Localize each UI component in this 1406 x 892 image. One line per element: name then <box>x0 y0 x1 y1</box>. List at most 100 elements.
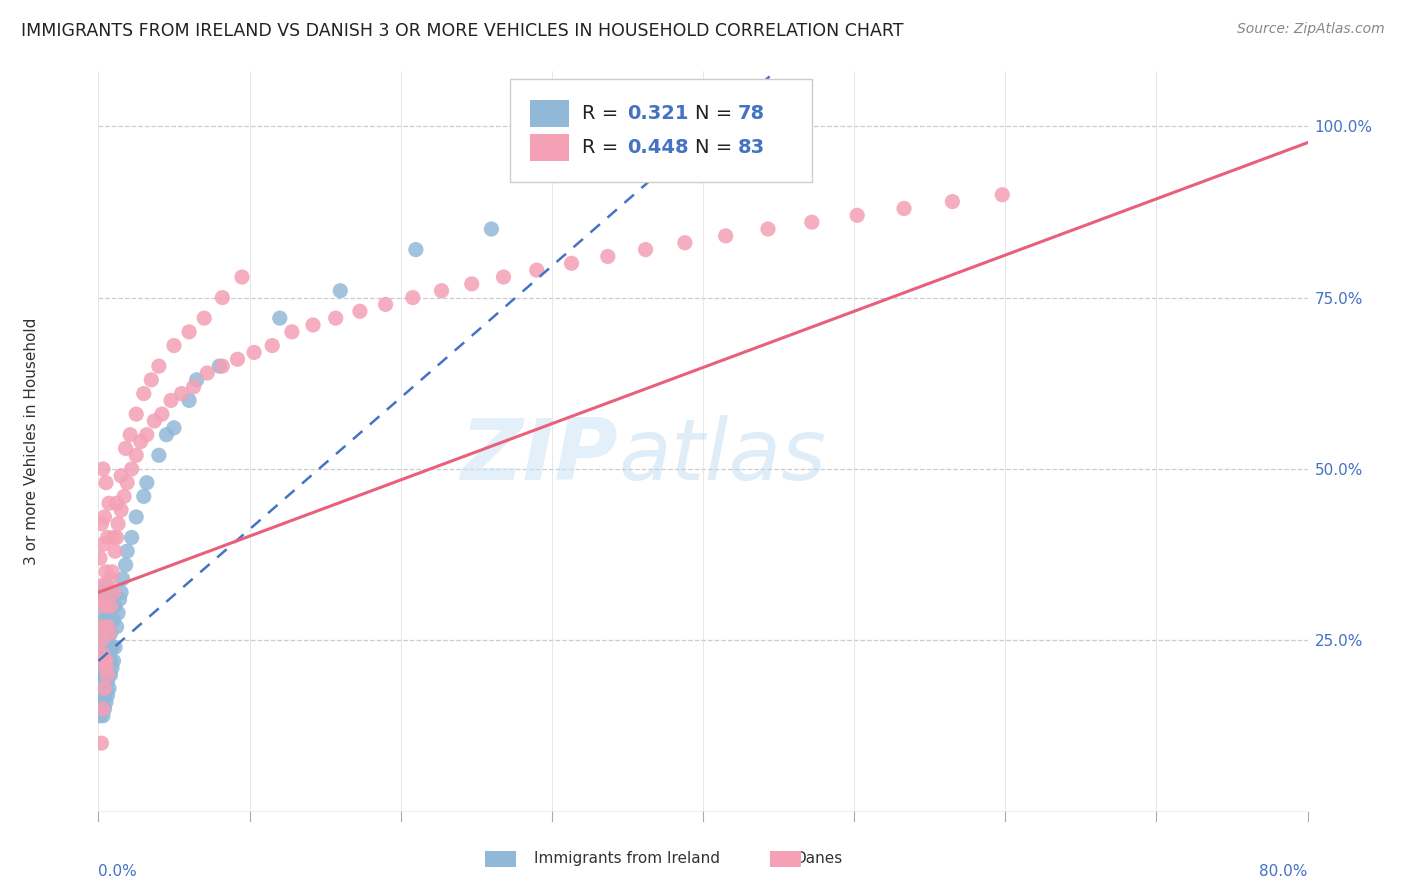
Text: Immigrants from Ireland: Immigrants from Ireland <box>534 851 720 865</box>
Point <box>108 592 131 607</box>
Point <box>148 359 170 373</box>
Point <box>121 462 143 476</box>
Point <box>96 688 118 702</box>
Point <box>115 475 138 490</box>
Point <box>94 633 117 648</box>
Point <box>105 496 128 510</box>
Text: 0.448: 0.448 <box>627 138 689 157</box>
Point <box>195 366 218 380</box>
Point <box>96 619 118 633</box>
Point <box>93 613 115 627</box>
Point <box>91 592 114 607</box>
Point <box>193 311 215 326</box>
Text: 0.321: 0.321 <box>627 104 689 123</box>
Point <box>941 194 963 209</box>
Point <box>94 695 117 709</box>
Point <box>91 654 114 668</box>
Point <box>100 599 122 613</box>
Point <box>991 187 1014 202</box>
Point <box>94 654 117 668</box>
Point <box>93 661 115 675</box>
Point <box>91 647 114 661</box>
Point <box>349 304 371 318</box>
Point <box>91 585 114 599</box>
Point <box>98 681 121 696</box>
Point <box>104 640 127 655</box>
Point <box>103 531 125 545</box>
Point <box>107 516 129 531</box>
Point <box>143 414 166 428</box>
Text: R =: R = <box>582 138 624 157</box>
Point <box>101 640 124 655</box>
Point <box>110 503 132 517</box>
Point <box>112 489 135 503</box>
Text: Danes: Danes <box>794 851 842 865</box>
Point <box>104 599 127 613</box>
Point <box>90 702 112 716</box>
Point <box>96 667 118 681</box>
Text: 3 or more Vehicles in Household: 3 or more Vehicles in Household <box>24 318 39 566</box>
Point <box>634 243 657 257</box>
Point <box>114 558 136 572</box>
Point <box>148 448 170 462</box>
Point <box>91 537 114 551</box>
Point <box>91 708 114 723</box>
Point <box>90 736 112 750</box>
Point <box>186 373 208 387</box>
Point <box>120 427 142 442</box>
Point <box>96 585 118 599</box>
Point <box>492 270 515 285</box>
Text: Source: ZipAtlas.com: Source: ZipAtlas.com <box>1237 22 1385 37</box>
Point <box>89 654 111 668</box>
Point <box>560 256 582 270</box>
Point <box>163 338 186 352</box>
Point <box>96 633 118 648</box>
Point <box>96 613 118 627</box>
Point <box>105 531 128 545</box>
Point <box>110 468 132 483</box>
Point <box>105 619 128 633</box>
Point <box>125 510 148 524</box>
Point <box>94 661 117 675</box>
Point <box>170 386 193 401</box>
Point <box>132 386 155 401</box>
Point <box>155 427 177 442</box>
Point <box>90 688 112 702</box>
Point <box>800 215 823 229</box>
Point <box>91 681 114 696</box>
Point <box>160 393 183 408</box>
Point <box>96 654 118 668</box>
Point <box>103 585 125 599</box>
Point <box>91 462 114 476</box>
Point <box>93 674 115 689</box>
Text: N =: N = <box>695 138 738 157</box>
Point <box>329 284 352 298</box>
Point <box>91 640 114 655</box>
Point <box>93 688 115 702</box>
Point <box>93 510 115 524</box>
Point <box>114 442 136 456</box>
Point <box>135 475 157 490</box>
Point <box>94 578 117 592</box>
Point <box>115 544 138 558</box>
Point <box>405 243 427 257</box>
Point <box>104 544 127 558</box>
Text: 78: 78 <box>738 104 765 123</box>
Point <box>93 702 115 716</box>
Point <box>183 380 205 394</box>
Text: N =: N = <box>695 104 738 123</box>
Point <box>111 572 134 586</box>
Point <box>90 516 112 531</box>
Point <box>673 235 696 250</box>
Point <box>132 489 155 503</box>
Point <box>93 585 115 599</box>
Point <box>90 654 112 668</box>
Point <box>163 421 186 435</box>
Point <box>90 640 112 655</box>
Point <box>89 626 111 640</box>
Point <box>90 633 112 648</box>
Point <box>98 667 121 681</box>
Point <box>91 667 114 681</box>
Point <box>100 626 122 640</box>
Text: 80.0%: 80.0% <box>1260 863 1308 879</box>
